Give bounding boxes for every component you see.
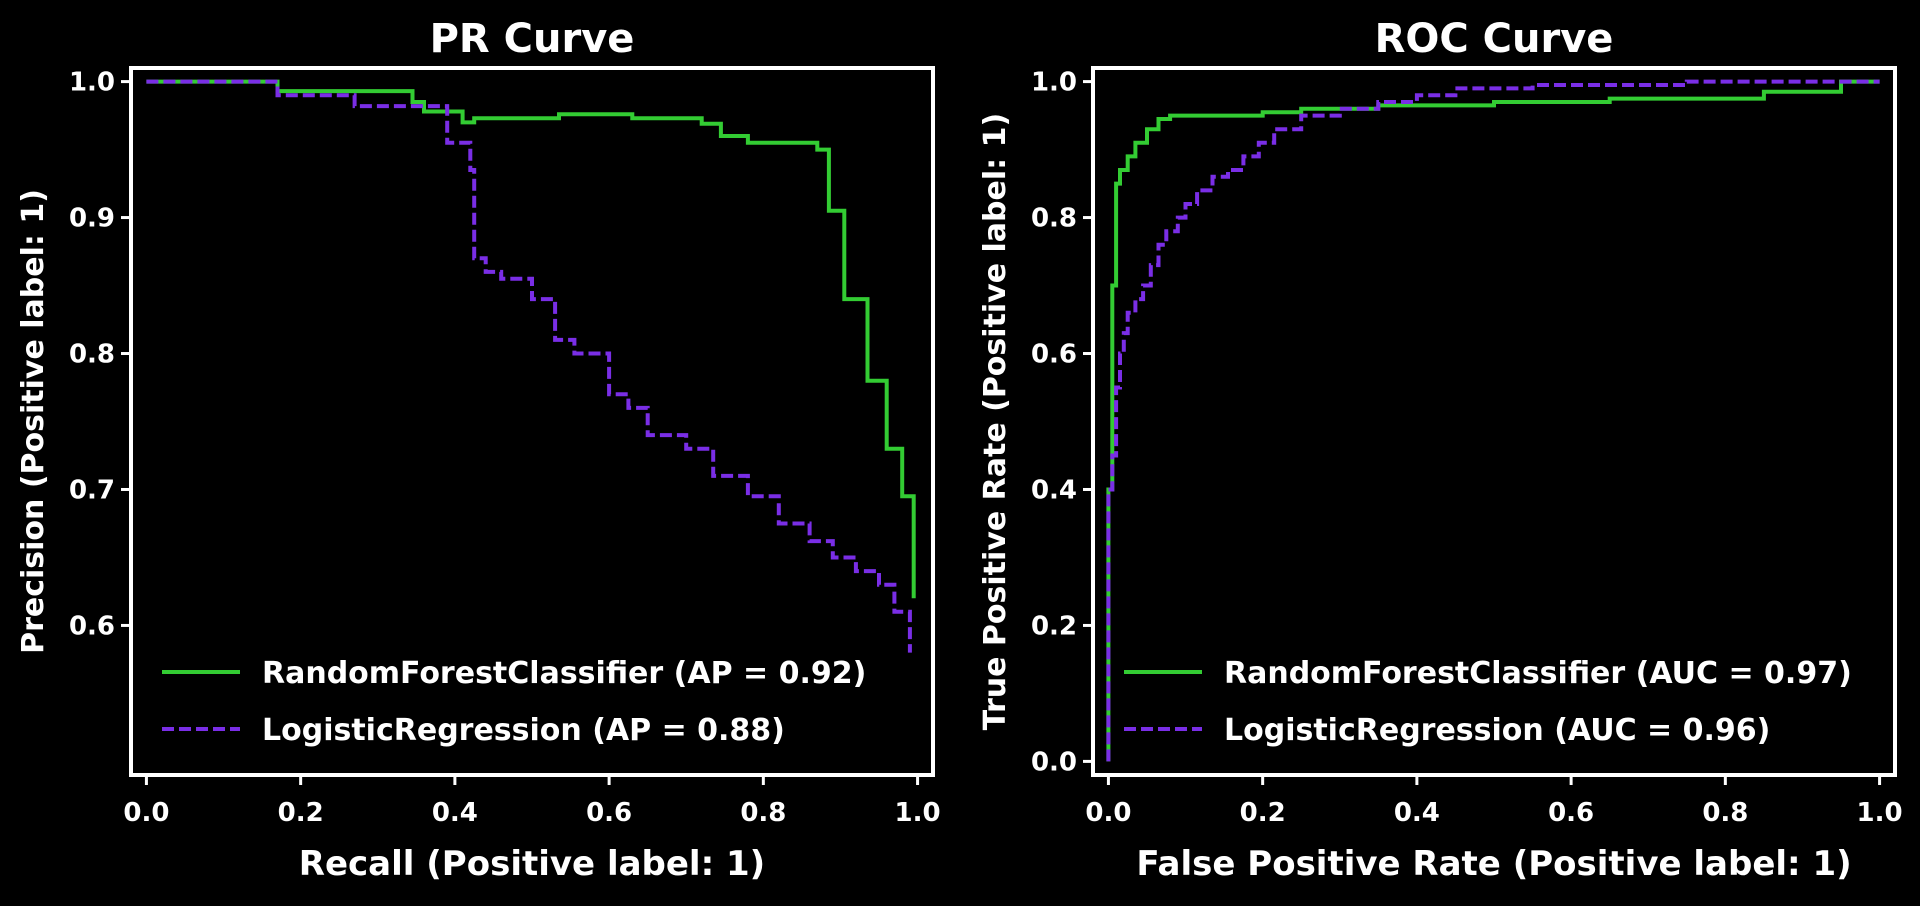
chart-title: ROC Curve: [1375, 16, 1614, 62]
x-axis-label: Recall (Positive label: 1): [299, 844, 765, 884]
series-line-1: [1106, 79, 1880, 762]
legend-label: LogisticRegression (AUC = 0.96): [1224, 713, 1770, 748]
y-tick-label: 0.6: [1031, 340, 1077, 370]
plot-area-frame: [1091, 66, 1897, 777]
legend-box: [160, 632, 895, 747]
x-tick-label: 0.6: [586, 798, 632, 828]
y-tick-label: 0.8: [1031, 204, 1077, 234]
y-tick-label: 0.0: [1031, 747, 1077, 777]
series-line-0: [146, 79, 916, 599]
x-tick-label: 1.0: [1857, 798, 1903, 828]
x-axis-label: False Positive Rate (Positive label: 1): [1136, 844, 1851, 884]
y-tick-label: 0.9: [69, 204, 115, 234]
y-tick-label: 0.4: [1031, 475, 1077, 505]
x-tick-label: 0.6: [1548, 798, 1594, 828]
y-tick-label: 0.6: [69, 611, 115, 641]
x-tick-label: 0.8: [1702, 798, 1748, 828]
y-axis-label: True Positive Rate (Positive label: 1): [978, 113, 1013, 730]
y-axis-label: Precision (Positive label: 1): [16, 189, 51, 654]
x-tick-label: 1.0: [895, 798, 941, 828]
chart-panel-pr: PR Curve 0.0 0.2 0.4 0.6 0.8 1.0 0.6 0.7 0.8 0.9 1.…: [16, 16, 941, 884]
legend-box: [1122, 632, 1887, 747]
chart-title: PR Curve: [430, 16, 635, 62]
x-tick-label: 0.0: [123, 798, 169, 828]
y-tick-label: 1.0: [69, 68, 115, 98]
plot-area-frame: [129, 66, 935, 777]
x-tick-label: 0.0: [1085, 798, 1131, 828]
chart-panel-roc: ROC Curve 0.0 0.2 0.4 0.6 0.8 1.0 0.0 0.2 0.4 0.6 0…: [978, 16, 1903, 884]
series-line-0: [1106, 79, 1880, 762]
y-tick-label: 1.0: [1031, 68, 1077, 98]
x-tick-label: 0.4: [1394, 798, 1440, 828]
series-line-1: [146, 79, 912, 653]
x-tick-label: 0.2: [1240, 798, 1286, 828]
y-tick-label: 0.7: [69, 475, 115, 505]
legend-label: RandomForestClassifier (AP = 0.92): [262, 656, 866, 691]
y-tick-label: 0.2: [1031, 611, 1077, 641]
y-tick-label: 0.8: [69, 340, 115, 370]
legend-label: RandomForestClassifier (AUC = 0.97): [1224, 656, 1852, 691]
x-tick-label: 0.4: [432, 798, 478, 828]
legend-label: LogisticRegression (AP = 0.88): [262, 713, 785, 748]
x-tick-label: 0.2: [278, 798, 324, 828]
x-tick-label: 0.8: [740, 798, 786, 828]
